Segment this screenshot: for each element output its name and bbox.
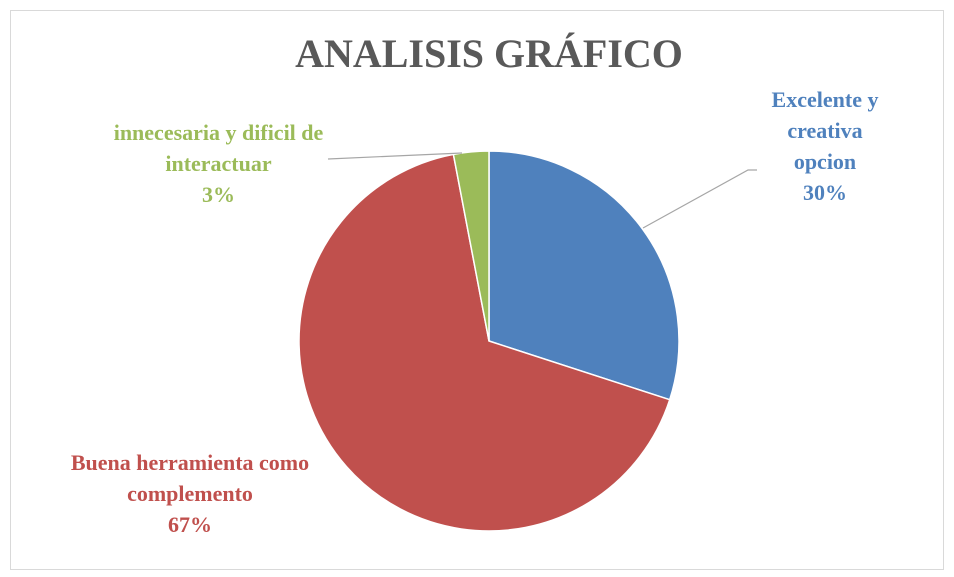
chart-border (10, 10, 944, 570)
category-label: Excelente y creativa opcion (771, 87, 879, 174)
category-label: Buena herramienta como complemento (70, 450, 310, 506)
leader-line (327, 152, 463, 160)
pie (298, 150, 680, 532)
value-label: 3% (202, 182, 235, 207)
data-label: innecesaria y dificil de interactuar 3% (96, 117, 341, 210)
pie-slice (298, 153, 671, 532)
pie-slice (488, 150, 680, 401)
chart-title: ANALISIS GRÁFICO (295, 31, 683, 76)
value-label: 67% (168, 512, 212, 537)
data-label: Excelente y creativa opcion 30% (755, 84, 895, 208)
value-label: 30% (803, 180, 847, 205)
data-label: Buena herramienta como complemento 67% (30, 447, 350, 540)
category-label: innecesaria y dificil de interactuar (113, 120, 324, 176)
leader-line (642, 169, 757, 229)
pie-slice (452, 150, 490, 342)
